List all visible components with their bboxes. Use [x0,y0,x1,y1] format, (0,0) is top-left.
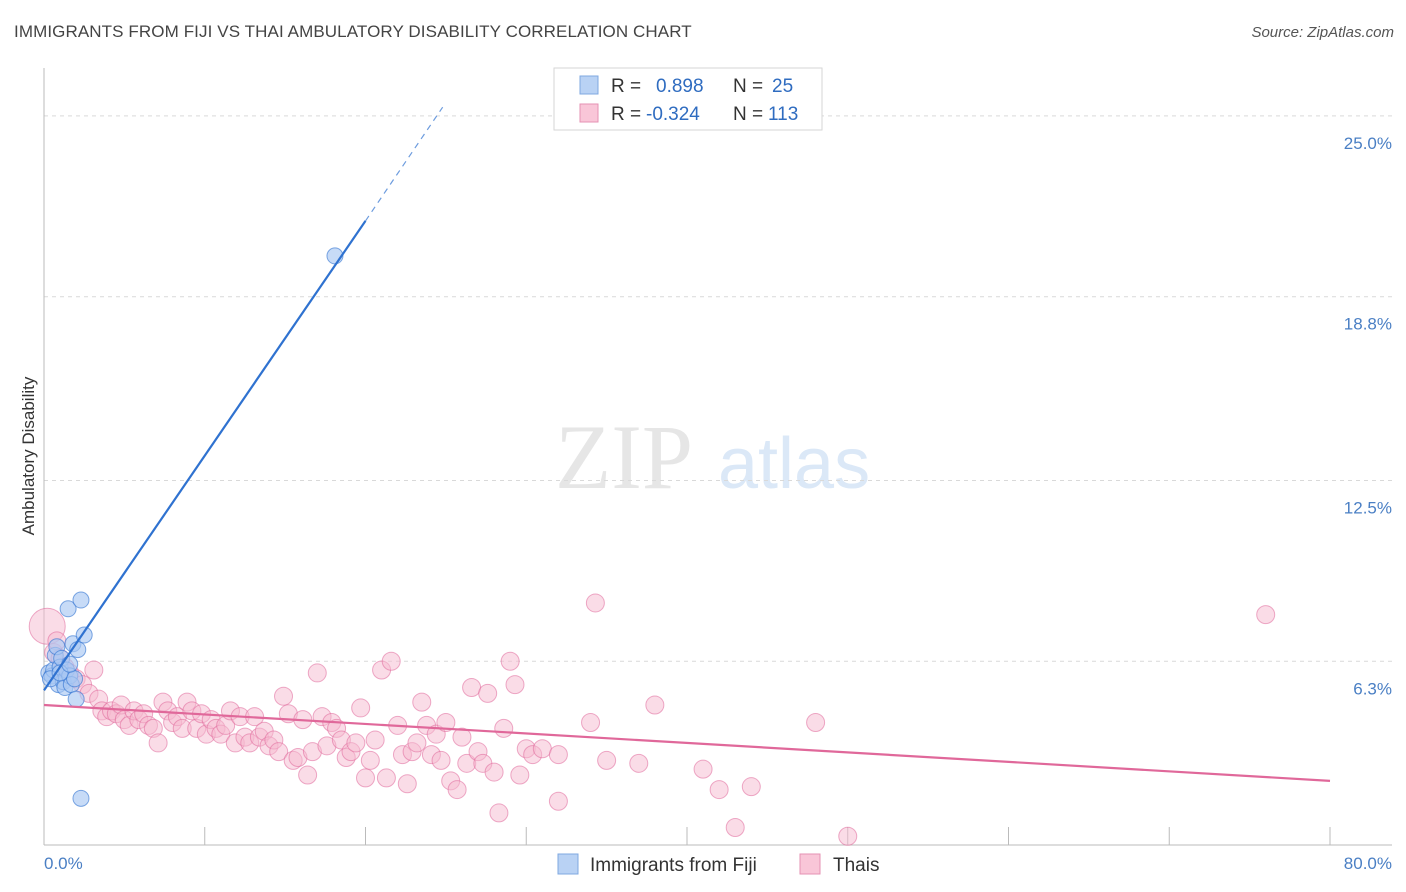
thai-point [84,660,104,680]
bottom-legend-swatch-fiji [557,853,579,875]
fiji-point [72,789,90,807]
legend-r-label-fiji: R = [611,76,641,97]
thai-point [532,739,552,759]
thai-point [307,663,327,683]
thai-point [431,750,451,770]
fiji-trend-line [43,220,367,692]
legend-r-value-fiji: 0.898 [656,76,704,97]
thai-point [484,762,504,782]
fiji-trend-extension [365,106,444,222]
thai-point [360,750,380,770]
thai-point [548,791,568,811]
fiji-point [66,670,84,688]
fiji-point [59,600,77,618]
thai-point [500,651,520,671]
thai-point [269,742,289,762]
thai-point [838,826,858,846]
y-axis-label: Ambulatory Disability [19,376,38,535]
legend-r-label-thai: R = [611,104,641,125]
legend-n-label-thai: N = [733,104,763,125]
legend-swatch-thai [579,103,599,123]
thai-point [462,678,482,698]
thai-point [365,730,385,750]
fiji-point [67,690,85,708]
trend-lines [43,106,1331,782]
chart-title: IMMIGRANTS FROM FIJI VS THAI AMBULATORY … [14,22,692,41]
bottom-legend-swatch-thai [799,853,821,875]
thai-point [436,713,456,733]
watermark-zip: ZIP [555,406,693,508]
legend-n-value-fiji: 25 [772,76,793,97]
legend-r-value-thai: -0.324 [646,104,700,125]
thai-point [510,765,530,785]
watermark: ZIP atlas [555,406,870,508]
gridlines [44,115,1392,662]
thai-point [452,727,472,747]
thai-point [397,774,417,794]
fiji-point [61,655,79,673]
y-tick-label-2: 18.8% [1344,315,1392,334]
bottom-legend-label-thai: Thais [833,855,879,876]
thai-point [505,675,525,695]
watermark-atlas: atlas [718,424,870,504]
source-credit: Source: ZipAtlas.com [1251,24,1394,41]
thai-point [548,745,568,765]
y-tick-labels: 6.3% 12.5% 18.8% 25.0% [1344,134,1392,698]
thai-point [725,818,745,838]
thai-point [407,733,427,753]
thai-point [585,593,605,613]
thai-point [489,803,509,823]
thai-point [148,733,168,753]
thai-point [806,713,826,733]
thai-point [645,695,665,715]
x-tick-marks [43,827,1331,845]
legend-swatch-fiji [579,75,599,95]
legend-n-label-fiji: N = [733,76,763,97]
fiji-point [72,591,90,609]
x-tick-label-min: 0.0% [44,854,83,873]
thai-point [709,780,729,800]
thai-point [629,753,649,773]
thai-point [581,713,601,733]
y-tick-label-3: 25.0% [1344,134,1392,153]
legend-n-value-thai: 113 [768,104,798,125]
y-tick-label-1: 12.5% [1344,498,1392,517]
thai-point [274,686,294,706]
thai-point [376,768,396,788]
correlation-legend: R = 0.898 N = 25 R = -0.324 N = 113 [553,67,823,131]
thai-point [298,765,318,785]
thai-point [478,683,498,703]
thai-point [447,780,467,800]
thai-points [28,593,1276,846]
thai-point [381,651,401,671]
thai-point [412,692,432,712]
thai-trend-line [43,703,1331,782]
thai-point [693,759,713,779]
x-tick-label-max: 80.0% [1344,854,1392,873]
thai-point [1256,605,1276,625]
thai-point [356,768,375,788]
y-tick-label-0: 6.3% [1353,679,1392,698]
bottom-legend-label-fiji: Immigrants from Fiji [590,855,757,876]
thai-point [494,718,514,738]
thai-point [597,750,617,770]
legend-box [553,67,823,131]
thai-point [346,733,366,753]
thai-point [741,777,761,797]
thai-point [351,698,371,718]
series-legend: Immigrants from Fiji Thais [557,853,879,876]
